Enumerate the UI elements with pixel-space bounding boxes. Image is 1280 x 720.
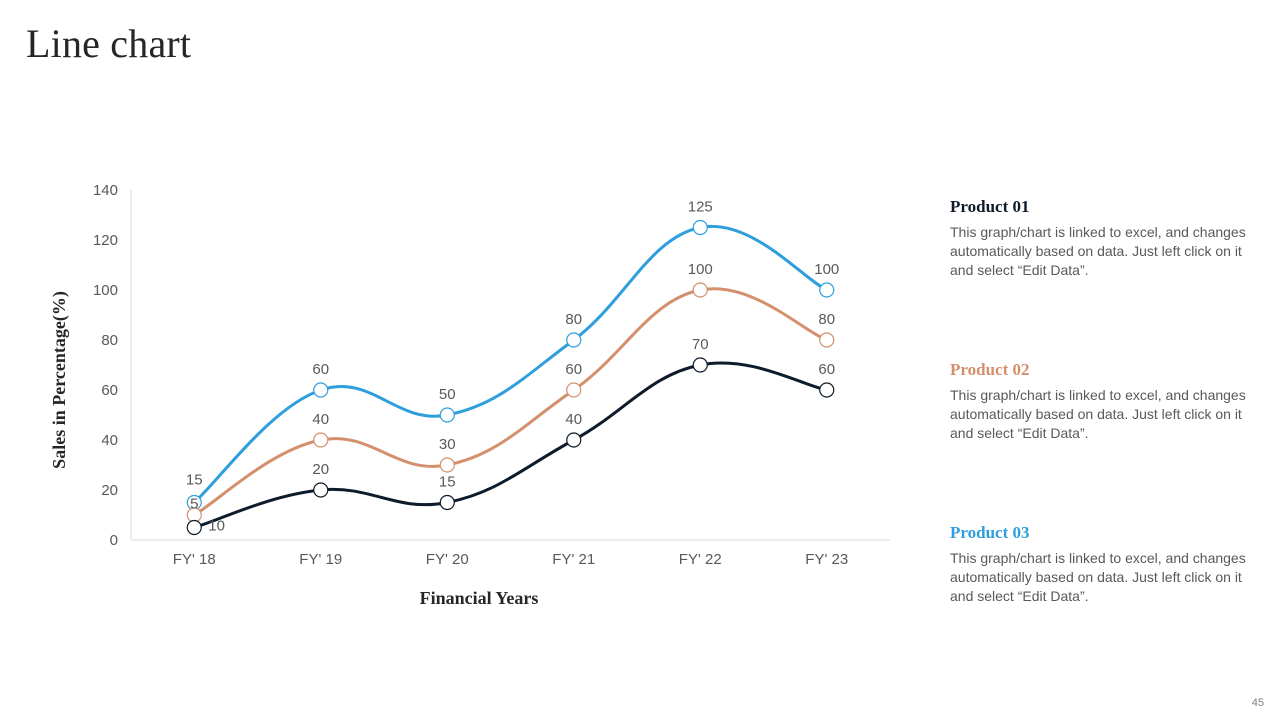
data-point-product-01 xyxy=(692,357,708,373)
y-tick-label: 20 xyxy=(101,482,118,499)
data-point-product-01 xyxy=(313,482,329,498)
series-markers xyxy=(186,219,835,536)
data-label-product-03: 100 xyxy=(814,261,839,278)
y-tick-label: 40 xyxy=(101,432,118,449)
y-tick-label: 140 xyxy=(93,182,118,199)
data-point-product-01 xyxy=(186,519,202,536)
data-label-product-01: 20 xyxy=(312,461,329,478)
series-lines xyxy=(192,224,829,529)
y-tick-label: 80 xyxy=(101,332,118,349)
data-label-product-01: 15 xyxy=(439,474,456,491)
data-label-product-03: 60 xyxy=(312,361,329,378)
legend-description: This graph/chart is linked to excel, and… xyxy=(950,224,1246,278)
y-tick-label: 120 xyxy=(93,232,118,249)
series-line-product-01 xyxy=(192,361,829,529)
data-label-product-02: 5 xyxy=(190,496,198,513)
data-point-product-02 xyxy=(819,332,835,348)
data-point-product-01 xyxy=(566,432,582,448)
y-tick-label: 60 xyxy=(101,382,118,399)
x-tick-label: FY' 22 xyxy=(679,551,722,568)
data-label-product-02: 30 xyxy=(439,436,456,453)
data-label-product-02: 100 xyxy=(688,261,713,278)
data-labels: 15 60 50 80 125 100 5 40 30 60 100 80 10 20 15 40 70 60 xyxy=(186,199,839,535)
data-label-product-03: 125 xyxy=(688,199,713,216)
legend-title: Product 02 xyxy=(950,360,1030,379)
data-point-product-03 xyxy=(313,382,329,398)
legend-title: Product 01 xyxy=(950,197,1030,216)
x-tick-label: FY' 23 xyxy=(805,551,848,568)
legend-product-01: Product 01 This graph/chart is linked to… xyxy=(950,197,1260,280)
data-point-product-03 xyxy=(439,407,455,423)
legend-product-03: Product 03 This graph/chart is linked to… xyxy=(950,523,1260,606)
data-label-product-02: 40 xyxy=(312,411,329,428)
data-point-product-03 xyxy=(819,282,835,298)
data-point-product-02 xyxy=(439,457,455,473)
x-tick-label: FY' 20 xyxy=(426,551,469,568)
data-label-product-01: 60 xyxy=(818,361,835,378)
y-tick-label: 0 xyxy=(110,532,118,549)
data-point-product-01 xyxy=(439,494,455,511)
data-point-product-02 xyxy=(692,282,708,298)
legend-product-02: Product 02 This graph/chart is linked to… xyxy=(950,360,1260,443)
page-number: 45 xyxy=(1251,697,1264,709)
legend-description: This graph/chart is linked to excel, and… xyxy=(950,550,1246,604)
y-axis-title: Sales in Percentage(%) xyxy=(49,291,70,469)
x-tick-label: FY' 21 xyxy=(552,551,595,568)
legend-description: This graph/chart is linked to excel, and… xyxy=(950,387,1246,441)
slide-title: Line chart xyxy=(26,21,192,66)
data-point-product-01 xyxy=(819,382,835,398)
data-label-product-02: 60 xyxy=(565,361,582,378)
data-point-product-02 xyxy=(566,382,582,398)
data-label-product-03: 50 xyxy=(439,386,456,403)
legend-title: Product 03 xyxy=(950,523,1030,542)
x-tick-label: FY' 18 xyxy=(173,551,216,568)
data-point-product-03 xyxy=(692,219,708,236)
x-tick-labels: FY' 18 FY' 19 FY' 20 FY' 21 FY' 22 FY' 23 xyxy=(173,551,848,568)
data-label-product-03: 80 xyxy=(565,311,582,328)
chart-axes xyxy=(130,190,890,541)
data-label-product-03: 15 xyxy=(186,472,203,489)
x-axis-title: Financial Years xyxy=(420,588,539,608)
data-label-product-01: 70 xyxy=(692,336,709,353)
data-label-product-01: 40 xyxy=(565,411,582,428)
data-point-product-02 xyxy=(313,432,329,448)
data-point-product-03 xyxy=(566,332,582,348)
data-label-product-01: 10 xyxy=(208,518,225,535)
y-tick-labels: 0 20 40 60 80 100 120 140 xyxy=(93,182,118,549)
x-tick-label: FY' 19 xyxy=(299,551,342,568)
series-line-product-03 xyxy=(192,224,829,504)
y-tick-label: 100 xyxy=(93,282,118,299)
data-label-product-02: 80 xyxy=(818,311,835,328)
series-line-product-02 xyxy=(192,287,829,517)
